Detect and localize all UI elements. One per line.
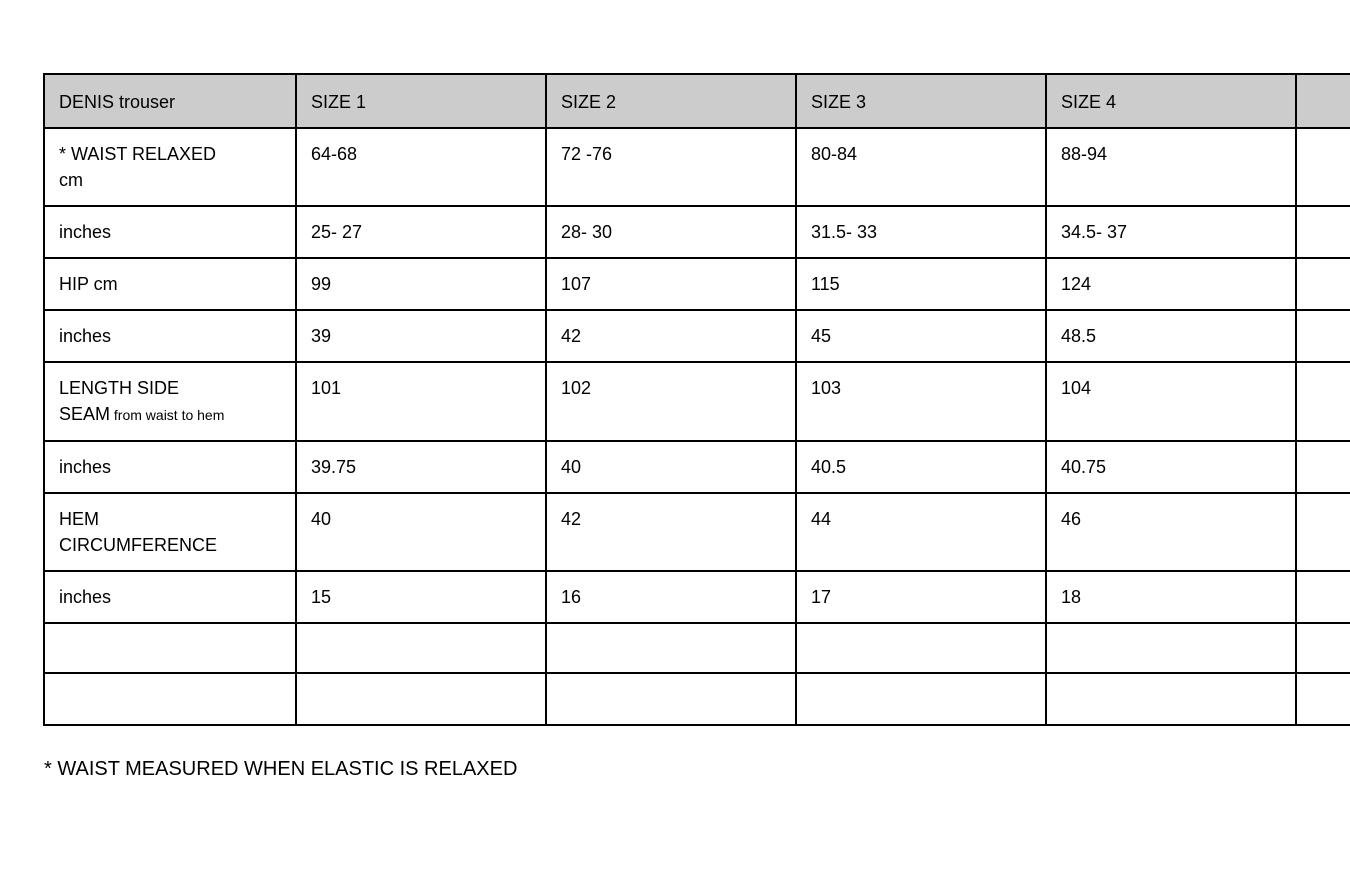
column-header-partial [1295,73,1350,129]
column-header-size-1: SIZE 1 [295,73,547,129]
size-value-cell [545,622,797,674]
table-row: HIP cm 99 107 115 124 [43,257,1350,311]
partial-column-cell [1295,440,1350,494]
partial-column-cell [1295,672,1350,726]
table-row: inches 39 42 45 48.5 [43,309,1350,363]
size-value-cell: 16 [545,570,797,624]
size-value-cell: 18 [1045,570,1297,624]
size-value-cell: 25- 27 [295,205,547,259]
row-label-cell: inches [43,205,297,259]
size-value-cell: 104 [1045,361,1297,442]
size-value-cell [795,672,1047,726]
partial-column-cell [1295,205,1350,259]
row-label-cell: inches [43,440,297,494]
size-value-cell: 40 [545,440,797,494]
size-value-cell: 102 [545,361,797,442]
partial-column-cell [1295,257,1350,311]
table-row: inches 25- 27 28- 30 31.5- 33 34.5- 37 [43,205,1350,259]
table-row: LENGTH SIDE SEAM from waist to hem 101 102 1… [43,361,1350,442]
table-viewport: DENIS trouser SIZE 1 SIZE 2 SIZE 3 SIZE … [43,73,1350,726]
size-value-cell: 107 [545,257,797,311]
size-value-cell: 42 [545,309,797,363]
size-value-cell: 40.75 [1045,440,1297,494]
size-value-cell: 15 [295,570,547,624]
partial-column-cell [1295,309,1350,363]
size-value-cell: 17 [795,570,1047,624]
table-title-cell: DENIS trouser [43,73,297,129]
table-row: inches 39.75 40 40.5 40.75 [43,440,1350,494]
column-header-size-4: SIZE 4 [1045,73,1297,129]
waist-footnote: * WAIST MEASURED WHEN ELASTIC IS RELAXED [44,758,518,780]
column-header-size-2: SIZE 2 [545,73,797,129]
row-label-cell: HIP cm [43,257,297,311]
size-value-cell: 101 [295,361,547,442]
size-value-cell: 80-84 [795,127,1047,207]
size-value-cell [295,622,547,674]
table-row [43,672,1350,726]
size-value-cell: 44 [795,492,1047,572]
size-value-cell: 31.5- 33 [795,205,1047,259]
size-value-cell: 40.5 [795,440,1047,494]
table-row: * WAIST RELAXED cm 64-68 72 -76 80-84 88-94 [43,127,1350,207]
size-value-cell: 39 [295,309,547,363]
partial-column-cell [1295,622,1350,674]
size-value-cell: 115 [795,257,1047,311]
size-value-cell: 34.5- 37 [1045,205,1297,259]
size-value-cell: 124 [1045,257,1297,311]
table-row [43,622,1350,674]
table-body: * WAIST RELAXED cm 64-68 72 -76 80-84 88-94 in… [43,127,1350,726]
size-value-cell: 103 [795,361,1047,442]
partial-column-cell [1295,127,1350,207]
row-label-cell: HEM CIRCUMFERENCE [43,492,297,572]
size-value-cell [795,622,1047,674]
size-value-cell: 45 [795,309,1047,363]
size-value-cell: 64-68 [295,127,547,207]
size-value-cell: 39.75 [295,440,547,494]
row-label-cell: * WAIST RELAXED cm [43,127,297,207]
size-value-cell: 28- 30 [545,205,797,259]
row-label-cell [43,622,297,674]
header-row: DENIS trouser SIZE 1 SIZE 2 SIZE 3 SIZE … [43,73,1350,129]
table-row: inches 15 16 17 18 [43,570,1350,624]
row-label-cell: inches [43,309,297,363]
partial-column-cell [1295,361,1350,442]
row-label-subtext: from waist to hem [110,407,225,423]
row-label-cell: inches [43,570,297,624]
size-value-cell [1045,672,1297,726]
size-value-cell [545,672,797,726]
size-value-cell [1045,622,1297,674]
row-label-cell: LENGTH SIDE SEAM from waist to hem [43,361,297,442]
size-value-cell: 48.5 [1045,309,1297,363]
row-label-cell [43,672,297,726]
partial-column-cell [1295,570,1350,624]
size-value-cell: 72 -76 [545,127,797,207]
size-value-cell: 40 [295,492,547,572]
partial-column-cell [1295,492,1350,572]
size-chart-table: DENIS trouser SIZE 1 SIZE 2 SIZE 3 SIZE … [43,73,1350,726]
table-row: HEM CIRCUMFERENCE 40 42 44 46 [43,492,1350,572]
size-value-cell: 99 [295,257,547,311]
size-value-cell: 42 [545,492,797,572]
size-value-cell: 88-94 [1045,127,1297,207]
column-header-size-3: SIZE 3 [795,73,1047,129]
size-value-cell [295,672,547,726]
size-value-cell: 46 [1045,492,1297,572]
